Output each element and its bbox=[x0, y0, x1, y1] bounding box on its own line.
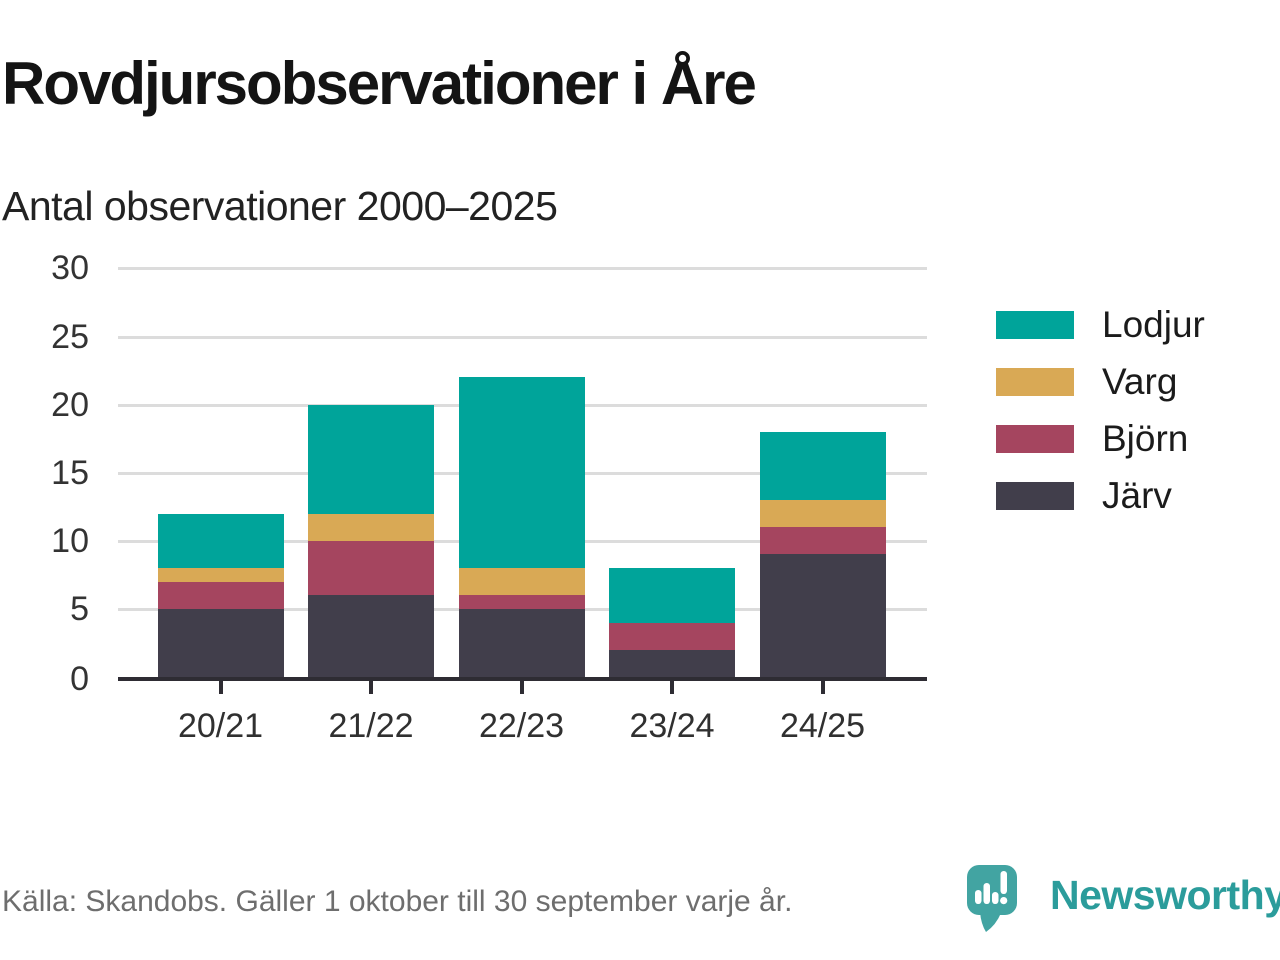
bar-segment-lodjur-20/21 bbox=[157, 513, 284, 569]
x-tick-label: 23/24 bbox=[629, 707, 715, 745]
bar-segment-varg-22/23 bbox=[458, 568, 585, 596]
bar-segment-lodjur-23/24 bbox=[609, 568, 735, 623]
chart-legend: Lodjur Varg Björn Järv bbox=[996, 304, 1205, 539]
chart-subtitle: Antal observationer 2000–2025 bbox=[2, 183, 558, 229]
bar-segment-björn-22/23 bbox=[458, 595, 585, 609]
legend-swatch-järv bbox=[996, 482, 1074, 510]
x-tick-label: 24/25 bbox=[779, 707, 866, 745]
x-axis-tick bbox=[820, 681, 825, 694]
bar-segment-järv-20/21 bbox=[157, 608, 284, 677]
y-tick-label: 25 bbox=[51, 317, 89, 356]
x-tick-label: 22/23 bbox=[478, 707, 565, 745]
bar-segment-järv-23/24 bbox=[609, 649, 735, 677]
x-axis-tick bbox=[369, 681, 373, 694]
bar-segment-lodjur-24/25 bbox=[759, 431, 886, 500]
bar-segment-björn-23/24 bbox=[609, 622, 735, 650]
bar-segment-björn-20/21 bbox=[157, 581, 284, 609]
legend-label: Lodjur bbox=[1102, 304, 1205, 345]
legend-row-björn: Björn bbox=[996, 418, 1205, 459]
bar-segment-lodjur-22/23 bbox=[458, 377, 585, 569]
y-tick-label: 10 bbox=[51, 521, 89, 560]
legend-row-järv: Järv bbox=[996, 475, 1205, 516]
legend-swatch-varg bbox=[996, 368, 1074, 396]
y-tick-label: 15 bbox=[51, 453, 89, 492]
gridline-y25 bbox=[118, 335, 927, 339]
newsworthy-logo-icon bbox=[967, 865, 1017, 932]
legend-swatch-lodjur bbox=[996, 311, 1074, 339]
legend-label: Järv bbox=[1102, 475, 1172, 516]
legend-row-varg: Varg bbox=[996, 361, 1205, 402]
y-tick-label: 0 bbox=[70, 660, 89, 698]
bar-segment-järv-22/23 bbox=[458, 608, 585, 677]
y-tick-label: 20 bbox=[51, 385, 89, 424]
bar-segment-varg-24/25 bbox=[759, 499, 886, 528]
bar-segment-järv-21/22 bbox=[308, 595, 434, 677]
source-note: Källa: Skandobs. Gäller 1 oktober till 3… bbox=[2, 885, 793, 918]
bar-segment-björn-24/25 bbox=[759, 527, 886, 555]
x-axis-tick bbox=[218, 681, 223, 694]
x-tick-label: 21/22 bbox=[328, 707, 414, 745]
legend-row-lodjur: Lodjur bbox=[996, 304, 1205, 345]
gridline-y30 bbox=[118, 267, 927, 271]
x-axis-line bbox=[118, 677, 927, 681]
bar-segment-varg-20/21 bbox=[157, 568, 284, 582]
x-axis-tick bbox=[519, 681, 524, 694]
y-tick-label: 30 bbox=[51, 249, 89, 288]
x-axis-tick bbox=[670, 681, 674, 694]
y-tick-label: 5 bbox=[70, 589, 89, 628]
legend-label: Björn bbox=[1102, 418, 1189, 459]
x-tick-label: 20/21 bbox=[177, 707, 264, 745]
bar-segment-björn-21/22 bbox=[308, 540, 434, 596]
page-title: Rovdjursobservationer i Åre bbox=[2, 50, 757, 117]
legend-swatch-björn bbox=[996, 425, 1074, 453]
bar-segment-järv-24/25 bbox=[759, 554, 886, 677]
bar-segment-lodjur-21/22 bbox=[308, 404, 434, 514]
bar-segment-varg-21/22 bbox=[308, 513, 434, 541]
newsworthy-wordmark: Newsworthy bbox=[1050, 872, 1280, 918]
legend-label: Varg bbox=[1102, 361, 1178, 402]
newsworthy-brand: Newsworthy bbox=[966, 864, 1280, 940]
